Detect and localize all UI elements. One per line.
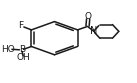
Text: OH: OH [16,53,30,62]
Text: F: F [18,21,23,30]
Text: O: O [85,12,92,21]
Text: N: N [90,26,97,36]
Text: HO: HO [1,45,15,54]
Text: B: B [19,45,25,54]
